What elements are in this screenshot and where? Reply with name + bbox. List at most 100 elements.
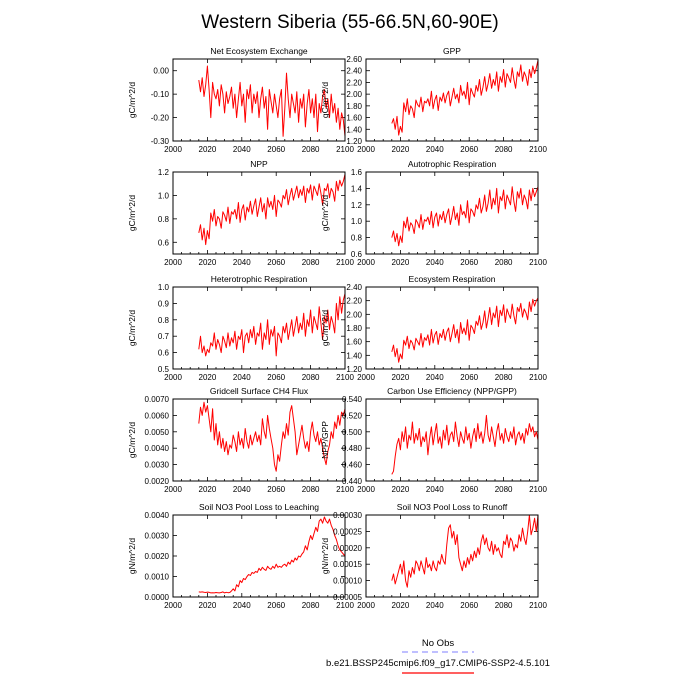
- panel-title: Ecosystem Respiration: [409, 274, 496, 284]
- x-tick-label: 2020: [392, 485, 410, 494]
- panel-heterotrophic-respiration: Heterotrophic Respiration gC/m^2/d 2000 202…: [127, 274, 354, 382]
- x-tick-label: 2000: [164, 373, 182, 382]
- plot-frame: [365, 286, 539, 370]
- y-tick-label: 0.00005: [333, 593, 362, 602]
- y-tick-label: 0.00015: [333, 560, 362, 569]
- y-tick-label: 0.0000: [145, 593, 170, 602]
- x-tick-label: 2020: [392, 373, 410, 382]
- y-axis-label: gC/m^2/d: [127, 82, 137, 118]
- y-axis-label: gC/m^2/d: [127, 195, 137, 231]
- y-tick-label: 2.40: [346, 67, 362, 76]
- y-tick-label: 0.00: [153, 67, 169, 76]
- x-tick-label: 2060: [460, 601, 478, 610]
- y-axis-label: gN/m^2/d: [127, 538, 137, 574]
- x-tick-label: 2000: [164, 258, 182, 267]
- x-tick-label: 2080: [302, 373, 320, 382]
- y-tick-label: 0.5: [158, 365, 170, 374]
- y-tick-label: 0.0030: [145, 461, 170, 470]
- x-tick-label: 2020: [392, 258, 410, 267]
- x-tick-label: 2020: [199, 485, 217, 494]
- legend-model-label: b.e21.BSSP245cmip6.f09_g17.CMIP6-SSP2-4.…: [326, 658, 550, 669]
- y-tick-label: 0.00010: [333, 577, 362, 586]
- y-tick-label: 0.0040: [145, 444, 170, 453]
- panel-title: Carbon Use Efficiency (NPP/GPP): [387, 386, 517, 396]
- y-axis-label: gC/m^2/d: [127, 310, 137, 346]
- x-tick-label: 2040: [426, 485, 444, 494]
- x-tick-label: 2020: [392, 145, 410, 154]
- y-tick-label: -0.10: [151, 90, 170, 99]
- y-tick-label: 0.6: [158, 238, 170, 247]
- y-tick-label: 1.40: [346, 125, 362, 134]
- y-tick-label: 2.00: [346, 90, 362, 99]
- x-tick-label: 2100: [336, 601, 354, 610]
- y-tick-label: -0.20: [151, 114, 170, 123]
- plot-frame: [365, 58, 539, 142]
- x-tick-label: 2000: [164, 485, 182, 494]
- y-tick-label: 0.0030: [145, 532, 170, 541]
- panel-title: Soil NO3 Pool Loss to Leaching: [199, 502, 319, 512]
- x-tick-label: 2060: [460, 258, 478, 267]
- x-tick-label: 2040: [426, 601, 444, 610]
- y-tick-label: 0.0020: [145, 552, 170, 561]
- y-axis-label: gN/m^2/d: [320, 538, 330, 574]
- x-tick-label: 2020: [199, 373, 217, 382]
- y-tick-label: 2.20: [346, 297, 362, 306]
- y-tick-label: 0.8: [351, 234, 363, 243]
- y-tick-label: 0.9: [158, 299, 170, 308]
- y-tick-label: 0.8: [158, 215, 170, 224]
- y-tick-label: 1.2: [158, 168, 170, 177]
- x-tick-label: 2060: [267, 373, 285, 382]
- y-tick-label: 0.540: [342, 395, 363, 404]
- y-tick-label: 0.0020: [145, 477, 170, 486]
- panel-gridcell-surface-ch4-flux: Gridcell Surface CH4 Flux gC/m^2/d 2000 202…: [127, 386, 354, 494]
- x-tick-label: 2020: [199, 145, 217, 154]
- y-tick-label: 2.60: [346, 55, 362, 64]
- y-tick-label: 1.0: [351, 217, 363, 226]
- panel-title: Gridcell Surface CH4 Flux: [210, 386, 309, 396]
- y-tick-label: 1.60: [346, 338, 362, 347]
- x-tick-label: 2000: [164, 145, 182, 154]
- x-tick-label: 2080: [302, 145, 320, 154]
- series-line: [198, 293, 346, 357]
- y-tick-label: 0.0070: [145, 395, 170, 404]
- x-tick-label: 2100: [529, 601, 547, 610]
- y-axis-label: gC/m^2/d: [320, 310, 330, 346]
- figure-title: Western Siberia (55-66.5N,60-90E): [201, 12, 498, 33]
- x-tick-label: 2060: [460, 485, 478, 494]
- x-tick-label: 2100: [336, 258, 354, 267]
- x-tick-label: 2100: [336, 145, 354, 154]
- legend-obs-label: No Obs: [422, 638, 454, 649]
- plot-frame: [172, 286, 346, 370]
- plot-frame: [365, 398, 539, 482]
- y-tick-label: -0.30: [151, 137, 170, 146]
- y-tick-label: 1.40: [346, 351, 362, 360]
- y-tick-label: 1.4: [351, 184, 363, 193]
- y-tick-label: 0.8: [158, 316, 170, 325]
- y-tick-label: 0.0040: [145, 511, 170, 520]
- y-tick-label: 0.500: [342, 428, 363, 437]
- plot-frame: [172, 398, 346, 482]
- x-tick-label: 2000: [164, 601, 182, 610]
- panel-ecosystem-respiration: Ecosystem Respiration gC/m^2/d 2000 2020 204…: [320, 274, 547, 382]
- x-tick-label: 2000: [357, 373, 375, 382]
- y-tick-label: 0.00030: [333, 511, 362, 520]
- y-tick-label: 0.00020: [333, 544, 362, 553]
- y-axis-label: gC/m^2/d: [127, 422, 137, 458]
- x-tick-label: 2080: [495, 485, 513, 494]
- panel-soil-no3-pool-loss-to-runoff: Soil NO3 Pool Loss to Runoff gN/m^2/d 2000…: [320, 502, 547, 610]
- series-line: [198, 401, 346, 472]
- series-line: [198, 174, 346, 246]
- x-tick-label: 2040: [233, 601, 251, 610]
- x-tick-label: 2000: [357, 485, 375, 494]
- x-tick-label: 2100: [529, 145, 547, 154]
- y-tick-label: 1.80: [346, 102, 362, 111]
- x-tick-label: 2020: [199, 258, 217, 267]
- y-axis-label: NPP/GPP: [320, 421, 330, 459]
- x-tick-label: 2040: [233, 373, 251, 382]
- panel-title: NPP: [250, 159, 268, 169]
- y-tick-label: 1.60: [346, 114, 362, 123]
- x-tick-label: 2100: [529, 485, 547, 494]
- x-tick-label: 2080: [302, 485, 320, 494]
- x-tick-label: 2100: [336, 373, 354, 382]
- x-tick-label: 2040: [426, 145, 444, 154]
